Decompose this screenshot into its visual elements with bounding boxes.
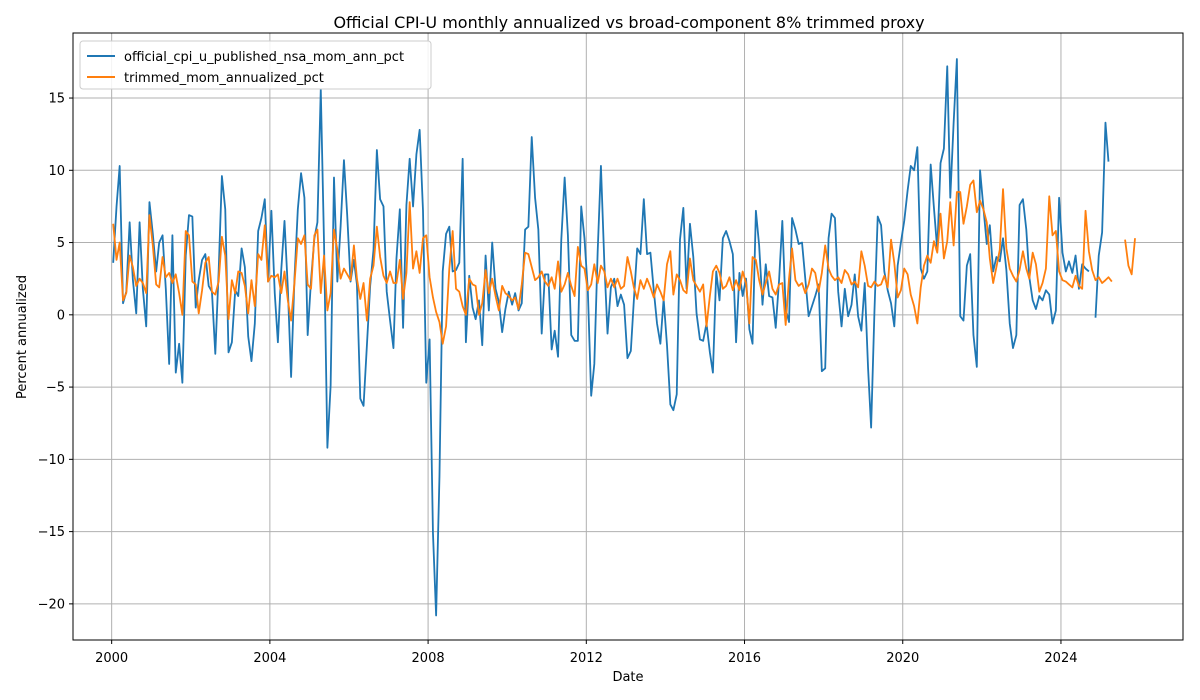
x-tick-label: 2020 (886, 651, 919, 666)
legend-label-trimmed: trimmed_mom_annualized_pct (124, 71, 324, 86)
series-line-official (112, 58, 1110, 617)
y-tick-label: −15 (38, 525, 65, 540)
legend: official_cpi_u_published_nsa_mom_ann_pct… (79, 40, 432, 90)
x-tick-label: 2000 (95, 651, 128, 666)
chart-title: Official CPI-U monthly annualized vs bro… (333, 13, 924, 32)
x-axis-label: Date (612, 670, 643, 685)
y-tick-label: 0 (57, 308, 65, 323)
y-tick-label: 10 (48, 164, 65, 179)
legend-label-official: official_cpi_u_published_nsa_mom_ann_pct (124, 50, 404, 65)
series-layer (112, 58, 1136, 617)
grid (73, 33, 1183, 640)
y-tick-label: −20 (38, 597, 65, 612)
plot-frame (72, 32, 1184, 641)
legend-box (79, 40, 432, 90)
y-axis-label: Percent annualized (15, 275, 30, 399)
y-tick-label: 15 (48, 92, 65, 107)
x-tick-label: 2008 (412, 651, 445, 666)
y-tick-label: 5 (57, 236, 65, 251)
x-tick-label: 2016 (728, 651, 761, 666)
x-tick-label: 2024 (1044, 651, 1077, 666)
y-tick-label: −10 (38, 453, 65, 468)
y-tick-label: −5 (46, 381, 65, 396)
x-tick-label: 2012 (570, 651, 603, 666)
ticks: 2000 2004 2008 2012 2016 2020 2024 −20 −15 −10 −5 0… (38, 92, 1078, 666)
series-line-trimmed (112, 179, 1136, 345)
x-tick-label: 2004 (253, 651, 286, 666)
